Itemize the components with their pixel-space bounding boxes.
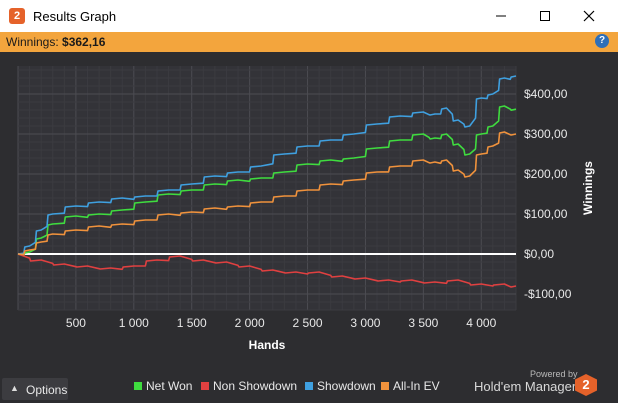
plot-area	[18, 66, 516, 310]
y-axis-title: Winnings	[581, 161, 595, 215]
winnings-label: Winnings:	[6, 35, 63, 49]
maximize-icon	[540, 11, 550, 21]
y-tick-label: $400,00	[524, 87, 568, 101]
y-tick-label: $100,00	[524, 207, 568, 221]
legend-swatch	[201, 382, 209, 390]
close-button[interactable]	[566, 0, 612, 32]
graph-panel: 500 1 000 1 500 2 000 2 500 3 000 3 500 4 000 $4…	[0, 52, 618, 403]
x-tick-label: 500	[66, 316, 86, 330]
x-tick-label: 3 500	[408, 316, 438, 330]
winnings-summary: Winnings: $362,16	[6, 35, 105, 49]
legend-label: Non Showdown	[213, 379, 298, 393]
minimize-icon	[496, 15, 506, 17]
x-axis-title: Hands	[249, 338, 286, 352]
x-tick-label: 2 500	[293, 316, 323, 330]
x-tick-label: 2 000	[235, 316, 265, 330]
legend-label: Showdown	[317, 379, 376, 393]
options-label: Options	[26, 383, 68, 397]
options-button[interactable]: ▲ Options	[2, 378, 68, 400]
series-line-non-showdown	[17, 253, 517, 288]
x-tick-label: 1 500	[177, 316, 207, 330]
brand-logo-icon: 2	[575, 374, 597, 396]
legend-label: All-In EV	[393, 379, 440, 393]
y-tick-label: $0,00	[524, 247, 554, 261]
winnings-value: $362,16	[62, 35, 106, 49]
x-tick-label: 1 000	[119, 316, 149, 330]
winnings-bar: Winnings: $362,16	[0, 32, 618, 52]
y-tick-label: -$100,00	[524, 287, 572, 301]
close-icon	[583, 10, 595, 22]
window-title: Results Graph	[33, 9, 117, 24]
series-line-showdown	[17, 75, 517, 255]
x-tick-label: 3 000	[350, 316, 380, 330]
y-tick-label: $300,00	[524, 127, 568, 141]
app-logo-icon: 2	[9, 8, 25, 24]
maximize-button[interactable]	[522, 0, 568, 32]
title-bar: 2 Results Graph	[0, 0, 618, 33]
results-chart: 500 1 000 1 500 2 000 2 500 3 000 3 500 4 000 $4…	[17, 66, 595, 352]
legend-item-non-showdown[interactable]: Non Showdown	[201, 379, 297, 393]
chevron-up-icon: ▲	[10, 383, 19, 393]
legend-label: Net Won	[146, 379, 193, 393]
y-tick-label: $200,00	[524, 167, 568, 181]
minimize-button[interactable]	[478, 0, 524, 32]
legend-item-all-in-ev[interactable]: All-In EV	[381, 379, 440, 393]
help-icon[interactable]: ?	[595, 34, 609, 48]
legend-swatch	[134, 382, 142, 390]
x-tick-label: 4 000	[466, 316, 496, 330]
brand-name: Hold'em Manager	[474, 379, 577, 394]
legend-swatch	[381, 382, 389, 390]
legend-swatch	[305, 382, 313, 390]
series-line-net-won	[17, 105, 517, 257]
legend-item-showdown[interactable]: Showdown	[305, 379, 376, 393]
legend-item-net-won[interactable]: Net Won	[134, 379, 192, 393]
series-line-all-in-ev	[17, 131, 517, 256]
powered-by-label: Powered by	[530, 369, 578, 379]
